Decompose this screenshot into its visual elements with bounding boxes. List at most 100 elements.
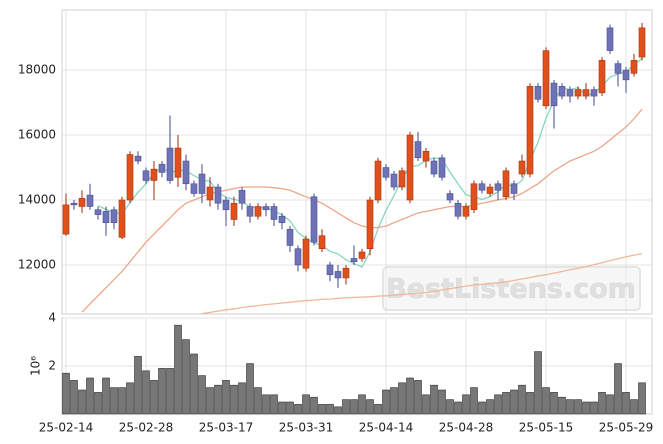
candle-body <box>182 160 190 185</box>
candle-body <box>630 60 638 74</box>
volume-bar <box>558 396 566 415</box>
volume-bar <box>318 404 326 415</box>
candle-body <box>430 160 438 175</box>
candle-body <box>110 209 118 224</box>
candle-body <box>222 199 230 211</box>
volume-bar <box>278 401 286 415</box>
candle-body <box>478 183 486 191</box>
candle-body <box>158 163 166 173</box>
volume-bar <box>158 368 166 415</box>
volume-bar <box>294 404 302 415</box>
volume-bar <box>198 375 206 415</box>
y-tick-label: 14000 <box>18 193 56 207</box>
y-tick-label: 18000 <box>18 63 56 77</box>
volume-bar <box>150 380 158 415</box>
volume-bar <box>326 404 334 415</box>
candle-body <box>382 167 390 178</box>
candle-body <box>254 206 262 217</box>
candle-body <box>166 147 174 181</box>
volume-bar <box>470 387 478 415</box>
candle-body <box>206 186 214 201</box>
candle-body <box>374 160 382 201</box>
x-tick-label: 25-05-29 <box>599 421 653 435</box>
candle-body <box>494 183 502 191</box>
candle-body <box>174 147 182 178</box>
candle-body <box>438 157 446 178</box>
candle-body <box>238 189 246 204</box>
candle-body <box>502 170 510 198</box>
volume-bar <box>430 384 438 415</box>
x-tick-label: 25-02-14 <box>39 421 93 435</box>
main-panel <box>61 9 653 315</box>
volume-bar <box>78 389 86 415</box>
candle-body <box>606 27 614 51</box>
x-tick-label: 25-02-28 <box>119 421 173 435</box>
volume-bar <box>350 399 358 415</box>
candle-body <box>622 69 630 81</box>
candle-body <box>446 193 454 201</box>
candle-body <box>318 235 326 250</box>
volume-bar <box>406 377 414 415</box>
candle-body <box>270 206 278 220</box>
volume-bar <box>262 394 270 415</box>
candle-body <box>414 141 422 159</box>
watermark: BestListens.com <box>382 266 641 311</box>
volume-bar <box>462 394 470 415</box>
volume-bar <box>414 380 422 415</box>
candle-body <box>510 183 518 194</box>
volume-bar <box>510 389 518 415</box>
volume-unit-label: 10⁶ <box>29 356 43 376</box>
candle-body <box>638 27 646 58</box>
candle-body <box>358 251 366 259</box>
ma-line <box>201 252 643 314</box>
volume-bar <box>518 384 526 415</box>
volume-bar <box>118 387 126 415</box>
candle-body <box>406 134 414 201</box>
volume-bar <box>310 396 318 415</box>
candle-body <box>590 89 598 97</box>
x-tick-label: 25-03-31 <box>279 421 333 435</box>
volume-bar <box>630 399 638 415</box>
volume-bar <box>382 389 390 415</box>
volume-bar <box>534 351 542 415</box>
candle-body <box>262 206 270 211</box>
candle-body <box>518 160 526 175</box>
y-tick-label: 12000 <box>18 257 56 271</box>
volume-bar <box>206 387 214 415</box>
volume-bar <box>614 363 622 415</box>
candle-body <box>62 204 70 235</box>
candle-body <box>78 198 86 207</box>
candle-body <box>582 89 590 97</box>
candle-body <box>390 173 398 188</box>
candle-body <box>342 267 350 279</box>
volume-bar <box>86 377 94 415</box>
volume-bar <box>446 399 454 415</box>
candle-body <box>278 215 286 224</box>
volume-bar <box>190 353 198 415</box>
volume-bar <box>574 399 582 415</box>
candle-body <box>326 264 334 276</box>
candle-body <box>310 196 318 243</box>
volume-bar <box>422 394 430 415</box>
volume-bar <box>62 372 70 415</box>
volume-bar <box>174 324 182 415</box>
candle-body <box>190 183 198 194</box>
candle-body <box>526 86 534 175</box>
volume-bar <box>486 399 494 415</box>
candle-body <box>126 154 134 201</box>
volume-bar <box>238 382 246 415</box>
volume-bar <box>214 384 222 415</box>
x-tick-label: 25-04-28 <box>439 421 493 435</box>
candle-body <box>454 202 462 217</box>
volume-bar <box>566 399 574 415</box>
volume-bar <box>390 387 398 415</box>
volume-bar <box>302 394 310 415</box>
volume-bar <box>70 380 78 415</box>
volume-bar <box>454 401 462 415</box>
volume-bar <box>582 401 590 415</box>
candle-body <box>94 209 102 215</box>
volume-bar <box>182 339 190 415</box>
candle-body <box>422 150 430 162</box>
candle-body <box>614 63 622 74</box>
candle-body <box>134 155 142 162</box>
